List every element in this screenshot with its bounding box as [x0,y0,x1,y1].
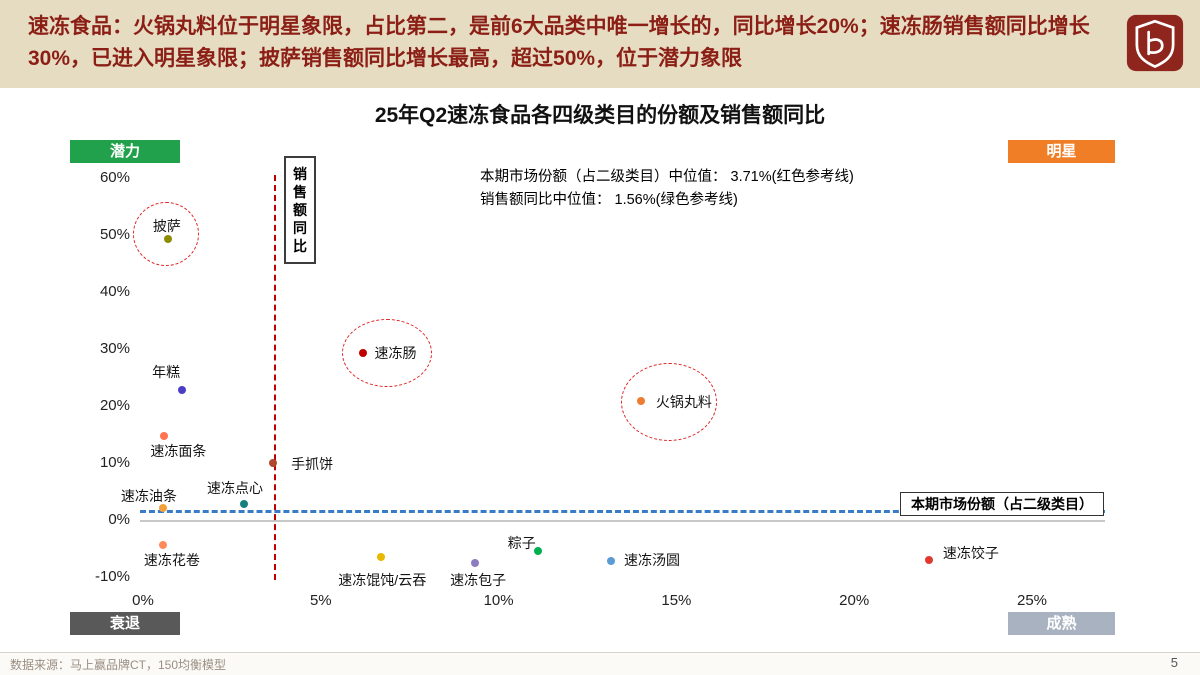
scatter-point-label: 速冻汤圆 [623,551,680,568]
brand-logo-icon [1126,14,1184,72]
scatter-point-label: 手抓饼 [291,455,334,472]
page-title: 25年Q2速冻食品各四级类目的份额及销售额同比 [374,104,826,127]
scatter-point-label: 速冻包子 [450,572,507,589]
scatter-point [163,234,172,243]
median-growth-annotation: 销售额同比中位值： 1.56%(绿色参考线) [480,192,738,209]
header-summary: 速冻食品：火锅丸料位于明星象限，占比第二，是前6大品类中唯一增长的，同比增长20… [28,15,1090,70]
scatter-point [533,547,542,556]
scatter-point-label: 速冻面条 [150,442,207,459]
x-axis-tick-label: 20% [839,592,870,609]
scatter-point-label: 速冻肠 [374,344,417,361]
scatter-point-label: 火锅丸料 [655,394,712,411]
y-axis-tick-label: 50% [99,226,130,243]
scatter-point-label: 速冻油条 [120,487,177,504]
scatter-point [269,458,278,467]
scatter-point [471,559,480,568]
y-axis-tick-label: 10% [99,454,130,471]
scatter-point [606,556,615,565]
scatter-point-label: 粽子 [507,535,536,552]
scatter-point [359,348,368,357]
x-axis-tick-label: 5% [309,592,332,609]
scatter-point [178,385,187,394]
page-number: 5 [1170,655,1178,670]
scatter-point [377,552,386,561]
header-banner: 速冻食品：火锅丸料位于明星象限，占比第二，是前6大品类中唯一增长的，同比增长20… [0,0,1200,88]
median-annotations: 本期市场份额（占二级类目）中位值： 3.71%(红色参考线) 销售额同比中位值：… [480,166,854,212]
scatter-point [158,503,167,512]
hline-label-box: 本期市场份额（占二级类目） [900,492,1104,516]
x-axis-tick-label: 10% [483,592,514,609]
y-axis-tick-label: -10% [94,568,130,585]
y-axis-tick-label: 40% [99,283,130,300]
footer-bar: 数据来源：马上赢品牌CT，150均衡模型 5 [0,652,1200,675]
scatter-point-label: 速冻馄饨/云吞 [338,571,427,588]
x-axis-tick-label: 25% [1016,592,1048,609]
x-axis-tick-label: 15% [661,592,692,609]
scatter-point-label: 速冻点心 [206,479,263,496]
quadrant-label-mature: 成熟 [1008,612,1115,635]
data-source-note: 数据来源：马上赢品牌CT，150均衡模型 [10,658,227,672]
quadrant-label-star: 明星 [1008,140,1115,163]
highlight-ellipse [620,363,717,442]
scatter-point [924,555,933,564]
scatter-point-label: 披萨 [152,217,181,234]
scatter-point [239,499,248,508]
scatter-point [636,397,645,406]
x-axis-tick-label: 0% [132,592,154,609]
zero-axis-line [140,520,1105,522]
scatter-point [160,431,169,440]
scatter-point [158,540,167,549]
median-share-annotation: 本期市场份额（占二级类目）中位值： 3.71%(红色参考线) [480,169,854,185]
scatter-point-label: 速冻饺子 [942,544,999,561]
y-axis-tick-label: 0% [108,511,130,528]
scatter-point-label: 速冻花卷 [143,551,200,568]
scatter-point-label: 年糕 [152,363,181,380]
growth-median-refline [140,510,1105,514]
quadrant-label-decline: 衰退 [70,612,180,635]
highlight-ellipse [342,318,433,387]
y-axis-tick-label: 60% [99,169,130,186]
share-median-refline [273,175,276,580]
quadrant-label-potential: 潜力 [70,140,180,163]
y-axis-tick-label: 30% [99,340,130,357]
highlight-ellipse [132,201,199,266]
y-axis-tick-label: 20% [99,397,130,414]
y-axis-title: 销售额同比 [284,156,316,264]
